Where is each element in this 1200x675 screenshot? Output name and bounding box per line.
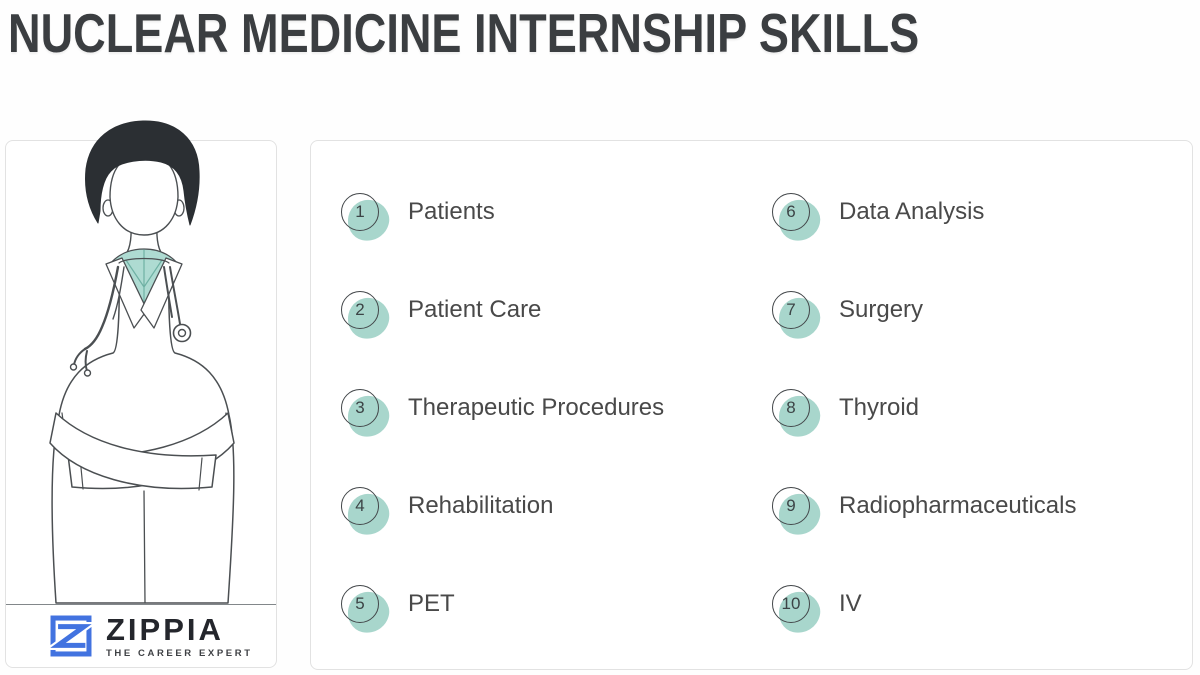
badge-number: 9 xyxy=(786,496,796,515)
badge-number: 1 xyxy=(355,202,365,221)
skill-item-iv: 10 IV xyxy=(772,585,862,637)
skill-item-patients: 1 Patients xyxy=(341,193,495,245)
zippia-z-icon xyxy=(48,615,94,657)
badge-ring xyxy=(341,389,379,427)
skill-label: Patient Care xyxy=(408,296,542,323)
skills-card: 1 Patients 2 Patient Care 3 Therapeutic … xyxy=(310,140,1193,670)
skill-label: Patients xyxy=(408,198,495,225)
skill-item-patient-care: 2 Patient Care xyxy=(341,291,542,343)
skill-number-badge: 3 xyxy=(341,389,393,441)
skill-item-radiopharmaceuticals: 9 Radiopharmaceuticals xyxy=(772,487,1077,539)
badge-ring xyxy=(341,291,379,329)
badge-ring xyxy=(772,389,810,427)
skill-number-badge: 2 xyxy=(341,291,393,343)
badge-ring xyxy=(341,193,379,231)
zippia-wordmark: ZIPPIA THE CAREER EXPERT xyxy=(106,611,253,659)
skill-label: Data Analysis xyxy=(839,198,985,225)
badge-number: 3 xyxy=(355,398,365,417)
skill-number-badge: 9 xyxy=(772,487,824,539)
badge-ring xyxy=(341,487,379,525)
skill-label: PET xyxy=(408,590,455,617)
badge-ring xyxy=(772,291,810,329)
badge-number: 4 xyxy=(355,496,365,515)
skill-number-badge: 8 xyxy=(772,389,824,441)
skill-number-badge: 6 xyxy=(772,193,824,245)
skill-label: Rehabilitation xyxy=(408,492,554,519)
skill-number-badge: 5 xyxy=(341,585,393,637)
badge-ring xyxy=(772,487,810,525)
badge-number: 5 xyxy=(355,594,365,613)
zippia-logo: ZIPPIA THE CAREER EXPERT xyxy=(6,604,276,667)
skill-label: IV xyxy=(839,590,862,617)
skill-label: Therapeutic Procedures xyxy=(408,394,665,421)
zippia-brand-text: ZIPPIA xyxy=(106,611,224,647)
badge-number: 8 xyxy=(786,398,796,417)
skill-item-pet: 5 PET xyxy=(341,585,455,637)
skill-number-badge: 7 xyxy=(772,291,824,343)
badge-ring xyxy=(772,193,810,231)
page-title: NUCLEAR MEDICINE INTERNSHIP SKILLS xyxy=(8,2,920,64)
skill-label: Thyroid xyxy=(839,394,920,421)
skill-item-data-analysis: 6 Data Analysis xyxy=(772,193,985,245)
badge-ring xyxy=(772,585,810,623)
badge-number: 2 xyxy=(355,300,365,319)
skill-number-badge: 10 xyxy=(772,585,824,637)
doctor-illustration xyxy=(49,120,235,604)
skill-item-rehabilitation: 4 Rehabilitation xyxy=(341,487,554,539)
zippia-tagline: THE CAREER EXPERT xyxy=(106,647,253,659)
skill-label: Radiopharmaceuticals xyxy=(839,492,1077,519)
skill-item-therapeutic-procedures: 3 Therapeutic Procedures xyxy=(341,389,665,441)
badge-number: 6 xyxy=(786,202,796,221)
skill-item-surgery: 7 Surgery xyxy=(772,291,924,343)
badge-ring xyxy=(341,585,379,623)
badge-number: 7 xyxy=(786,300,796,319)
illustration-card: ZIPPIA THE CAREER EXPERT xyxy=(5,120,277,668)
skill-number-badge: 1 xyxy=(341,193,393,245)
skill-label: Surgery xyxy=(839,296,924,323)
skill-number-badge: 4 xyxy=(341,487,393,539)
badge-number: 10 xyxy=(781,594,801,613)
skill-item-thyroid: 8 Thyroid xyxy=(772,389,920,441)
